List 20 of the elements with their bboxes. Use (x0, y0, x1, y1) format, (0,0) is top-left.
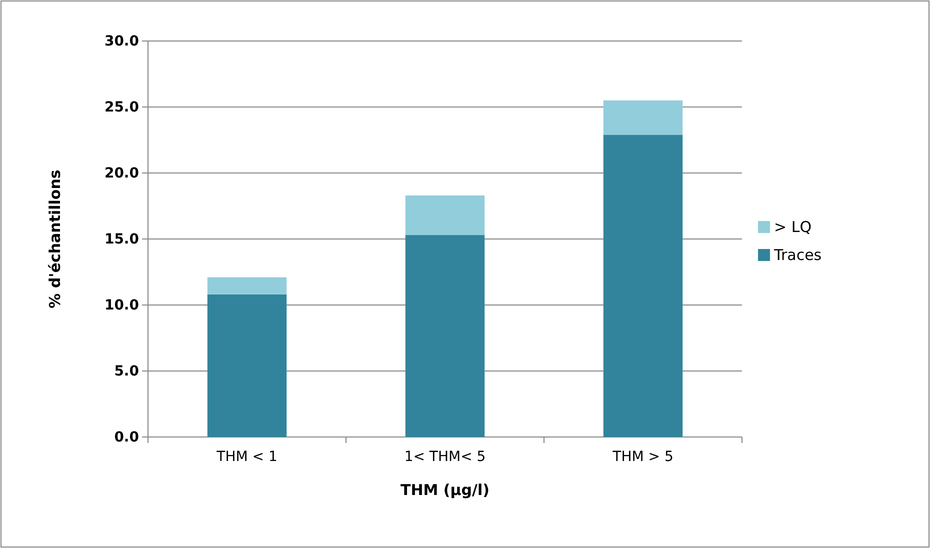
y-tick-label: 25.0 (104, 99, 140, 116)
bar (207, 277, 287, 294)
bar (603, 100, 683, 135)
x-axis-title: THM (µg/l) (400, 481, 490, 499)
legend-label: Traces (773, 246, 822, 264)
bar (207, 294, 287, 437)
bar (405, 195, 485, 236)
x-tick-label: 1< THM< 5 (404, 448, 486, 465)
y-tick-label: 5.0 (114, 363, 140, 380)
legend-label: > LQ (774, 218, 812, 236)
y-tick-label: 15.0 (104, 231, 140, 248)
x-tick-label: THM < 1 (216, 448, 278, 465)
x-tick-label: THM > 5 (612, 448, 674, 465)
y-tick-label: 0.0 (114, 429, 140, 446)
bar (603, 134, 683, 437)
bar (405, 235, 485, 437)
y-axis-title: % d'échantillons (46, 170, 64, 308)
y-tick-label: 20.0 (104, 165, 140, 182)
y-tick-label: 10.0 (104, 297, 140, 314)
y-tick-label: 30.0 (104, 33, 140, 50)
